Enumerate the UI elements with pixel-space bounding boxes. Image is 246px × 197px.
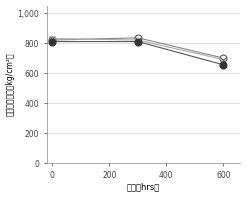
- Y-axis label: 引張降伏強さ（kg/cm²）: 引張降伏強さ（kg/cm²）: [6, 52, 15, 116]
- X-axis label: 時間（hrs）: 時間（hrs）: [127, 182, 160, 191]
